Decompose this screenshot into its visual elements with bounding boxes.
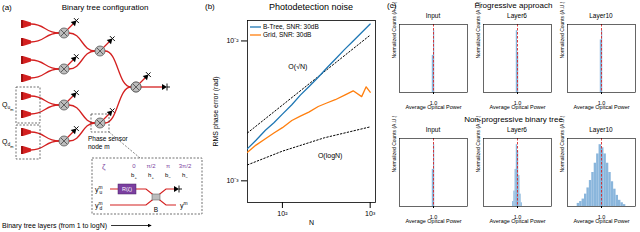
svg-text:Normalized Counts (A.U.): Normalized Counts (A.U.) (559, 1, 565, 58)
svg-text:Binary tree configuration: Binary tree configuration (62, 3, 149, 12)
svg-text:Qum: Qum (2, 101, 13, 112)
svg-text:b−: b− (165, 172, 171, 180)
svg-text:ymd: ymd (95, 201, 103, 211)
svg-text:b+: b+ (131, 172, 137, 180)
svg-text:Average Opitcal Power: Average Opitcal Power (405, 218, 461, 224)
svg-text:Qdm: Qdm (2, 138, 13, 149)
svg-text:R(ζ): R(ζ) (122, 186, 132, 193)
svg-text:3π/2: 3π/2 (179, 163, 192, 169)
svg-text:10²: 10² (277, 210, 288, 217)
svg-text:Binary tree layers (from 1 to: Binary tree layers (from 1 to logN) (2, 222, 107, 230)
svg-text:10⁻²: 10⁻² (226, 37, 239, 44)
svg-text:O(logN): O(logN) (318, 152, 343, 160)
svg-text:Average Opitcal Power: Average Opitcal Power (573, 218, 629, 224)
svg-text:10⁻³: 10⁻³ (226, 177, 239, 184)
svg-text:π/2: π/2 (146, 163, 156, 169)
svg-text:h−: h− (182, 172, 188, 180)
svg-text:Normalized Counts (A.U.): Normalized Counts (A.U.) (475, 1, 481, 58)
svg-text:ymu: ymu (95, 185, 103, 195)
svg-text:(a): (a) (2, 3, 12, 12)
svg-text:Normalized Counts (A.U.): Normalized Counts (A.U.) (475, 115, 481, 172)
svg-text:Average Opitcal Power: Average Opitcal Power (573, 104, 629, 110)
svg-text:Normalized Counts (A.U.): Normalized Counts (A.U.) (391, 115, 397, 172)
svg-text:O(√N): O(√N) (288, 63, 307, 71)
svg-text:N: N (309, 219, 314, 226)
svg-text:10³: 10³ (365, 210, 376, 217)
svg-text:0: 0 (132, 163, 136, 169)
svg-text:B: B (154, 206, 158, 213)
svg-text:RMS phase error (rad): RMS phase error (rad) (212, 76, 220, 146)
svg-text:Normalized Counts (A.U.): Normalized Counts (A.U.) (391, 1, 397, 58)
svg-text:Normalized Counts (A.U.): Normalized Counts (A.U.) (559, 115, 565, 172)
svg-text:π: π (166, 163, 170, 169)
svg-text:Average Opitcal Power: Average Opitcal Power (489, 104, 545, 110)
svg-text:Average Opitcal Power: Average Opitcal Power (405, 104, 461, 110)
svg-text:ym: ym (180, 201, 188, 210)
svg-text:h+: h+ (148, 172, 154, 180)
svg-text:node m: node m (88, 143, 110, 150)
svg-text:Average Opitcal Power: Average Opitcal Power (489, 218, 545, 224)
svg-text:Phase sensor: Phase sensor (88, 135, 129, 142)
svg-text:ζ: ζ (102, 162, 106, 171)
